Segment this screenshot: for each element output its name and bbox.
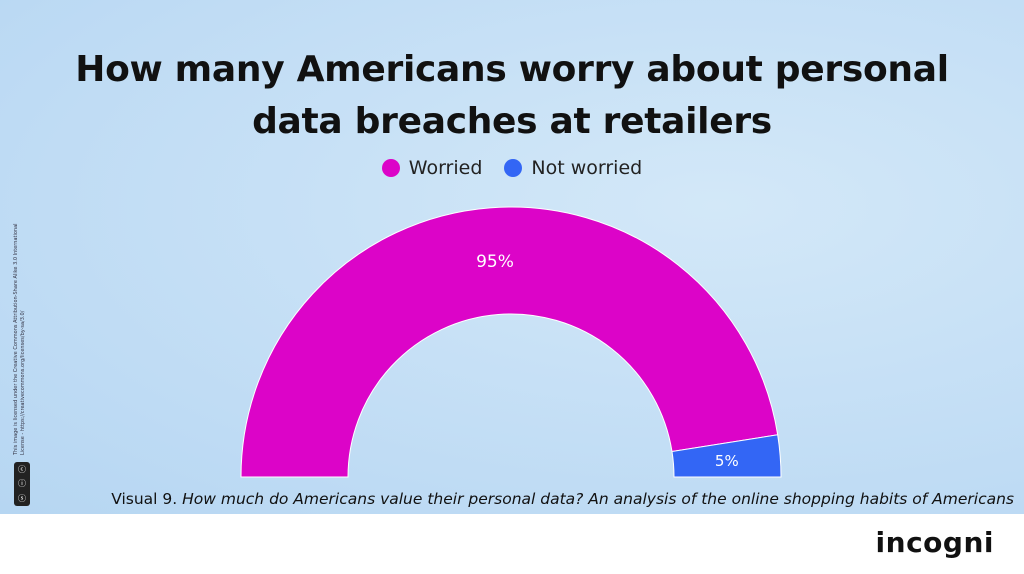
caption: Visual 9. How much do Americans value th… <box>111 490 1014 508</box>
legend-item-not-worried: Not worried <box>504 157 642 179</box>
legend-swatch <box>504 159 523 177</box>
data-label-not-worried: 5% <box>715 452 739 470</box>
cc-license-badge: ⓒ ⓘ ⓢ <box>14 462 30 506</box>
arc-worried <box>240 206 779 478</box>
half-donut-chart: 95% 5% <box>240 206 782 478</box>
license-text: This image is licensed under the Creativ… <box>13 223 26 455</box>
caption-prefix: Visual 9. <box>111 490 183 508</box>
legend-item-worried: Worried <box>381 157 483 179</box>
title-line-2: data breaches at retailers <box>252 101 772 142</box>
incogni-logo: incogni <box>875 526 994 559</box>
legend: Worried Not worried <box>0 157 1024 179</box>
legend-swatch <box>381 159 400 177</box>
arc-not-worried <box>671 434 782 478</box>
legend-label: Worried <box>408 157 483 179</box>
chart-title: How many Americans worry about personal … <box>0 44 1024 148</box>
title-line-1: How many Americans worry about personal <box>75 49 949 90</box>
caption-title: How much do Americans value their person… <box>182 490 1014 508</box>
legend-label: Not worried <box>531 157 643 179</box>
data-label-worried: 95% <box>476 252 514 272</box>
